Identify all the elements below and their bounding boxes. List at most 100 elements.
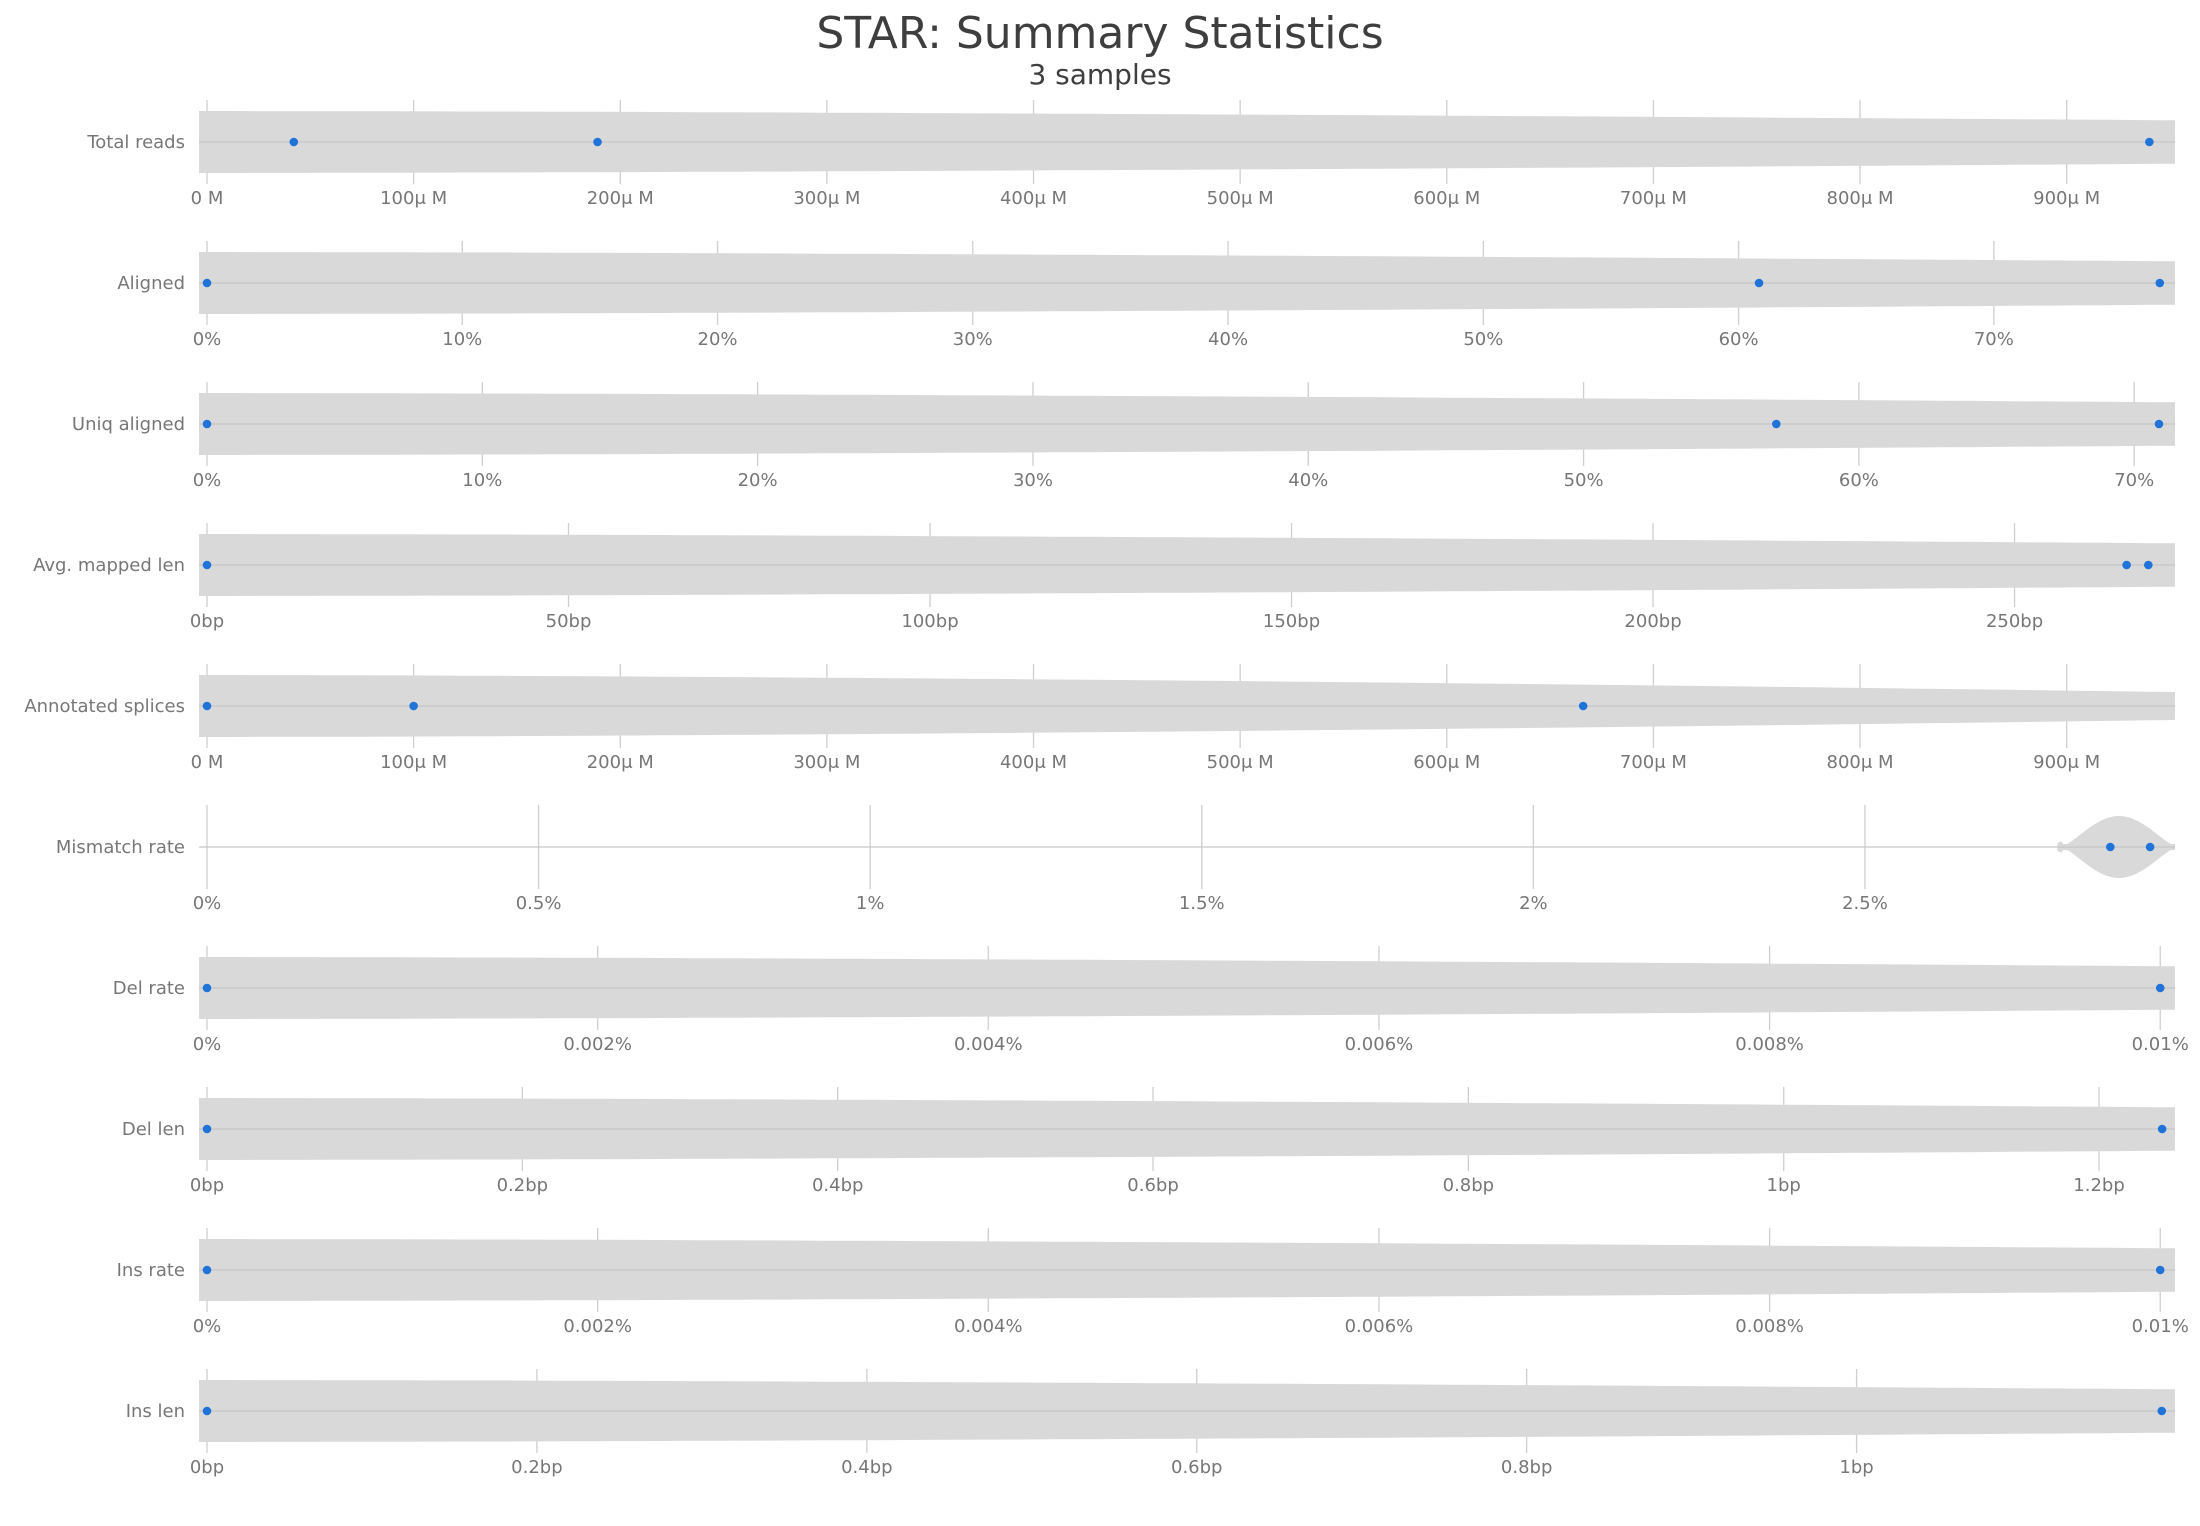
tick-label: 300μ M bbox=[793, 752, 860, 773]
row-label: Aligned bbox=[117, 273, 185, 294]
tick-label: 0 M bbox=[191, 752, 224, 773]
tick-label: 0% bbox=[193, 1316, 222, 1337]
tick-label: 0bp bbox=[190, 1457, 224, 1478]
tick-label: 0.008% bbox=[1735, 1316, 1804, 1337]
chart-subtitle: 3 samples bbox=[1028, 58, 1172, 91]
tick-label: 1bp bbox=[1839, 1457, 1873, 1478]
tick-label: 0% bbox=[193, 1034, 222, 1055]
tick-label: 700μ M bbox=[1620, 188, 1687, 209]
tick-label: 150bp bbox=[1263, 611, 1320, 632]
tick-label: 70% bbox=[2114, 470, 2154, 491]
tick-label: 900μ M bbox=[2033, 188, 2100, 209]
data-point bbox=[2144, 560, 2153, 570]
tick-label: 0.2bp bbox=[497, 1175, 548, 1196]
data-point bbox=[202, 1265, 212, 1275]
tick-label: 30% bbox=[1013, 470, 1053, 491]
tick-label: 0.01% bbox=[2132, 1034, 2189, 1055]
data-point bbox=[202, 278, 212, 288]
row-label: Uniq aligned bbox=[72, 414, 185, 435]
data-point bbox=[2154, 419, 2164, 429]
tick-label: 40% bbox=[1208, 329, 1248, 350]
tick-label: 2.5% bbox=[1842, 893, 1888, 914]
tick-label: 50bp bbox=[546, 611, 592, 632]
tick-label: 0.006% bbox=[1345, 1034, 1414, 1055]
tick-label: 100μ M bbox=[380, 188, 447, 209]
tick-label: 40% bbox=[1288, 470, 1328, 491]
tick-label: 0.004% bbox=[954, 1316, 1023, 1337]
tick-label: 0.6bp bbox=[1127, 1175, 1178, 1196]
data-point bbox=[2155, 1265, 2165, 1275]
data-point bbox=[2157, 1124, 2167, 1134]
tick-label: 0.002% bbox=[563, 1316, 632, 1337]
tick-label: 600μ M bbox=[1413, 188, 1480, 209]
data-point bbox=[202, 701, 212, 711]
tick-label: 10% bbox=[462, 470, 502, 491]
tick-label: 0bp bbox=[190, 1175, 224, 1196]
row-label: Total reads bbox=[86, 132, 185, 153]
tick-label: 0% bbox=[193, 329, 222, 350]
tick-label: 800μ M bbox=[1827, 188, 1894, 209]
tick-label: 0.6bp bbox=[1171, 1457, 1222, 1478]
tick-label: 300μ M bbox=[793, 188, 860, 209]
tick-label: 50% bbox=[1463, 329, 1503, 350]
tick-label: 900μ M bbox=[2033, 752, 2100, 773]
data-point bbox=[202, 1124, 212, 1134]
tick-label: 20% bbox=[698, 329, 738, 350]
tick-label: 0.01% bbox=[2132, 1316, 2189, 1337]
data-point bbox=[1578, 701, 1588, 711]
tick-label: 600μ M bbox=[1413, 752, 1480, 773]
tick-label: 200μ M bbox=[587, 188, 654, 209]
data-point bbox=[1771, 419, 1781, 429]
tick-label: 10% bbox=[442, 329, 482, 350]
tick-label: 30% bbox=[953, 329, 993, 350]
tick-label: 2% bbox=[1519, 893, 1548, 914]
data-point bbox=[2145, 137, 2154, 147]
tick-label: 0.002% bbox=[563, 1034, 632, 1055]
tick-label: 20% bbox=[738, 470, 778, 491]
data-point bbox=[2122, 560, 2131, 570]
tick-label: 0 M bbox=[191, 188, 224, 209]
tick-label: 100bp bbox=[901, 611, 958, 632]
data-point bbox=[202, 560, 212, 570]
tick-label: 70% bbox=[1974, 329, 2014, 350]
tick-label: 1.2bp bbox=[2073, 1175, 2124, 1196]
data-point bbox=[409, 701, 418, 711]
tick-label: 0.006% bbox=[1345, 1316, 1414, 1337]
data-point bbox=[1754, 278, 1764, 288]
tick-label: 700μ M bbox=[1620, 752, 1687, 773]
tick-label: 200bp bbox=[1624, 611, 1681, 632]
data-point bbox=[289, 137, 299, 147]
tick-label: 0.008% bbox=[1735, 1034, 1804, 1055]
tick-label: 400μ M bbox=[1000, 188, 1067, 209]
tick-label: 60% bbox=[1719, 329, 1759, 350]
data-point bbox=[202, 983, 212, 993]
data-point bbox=[202, 1406, 212, 1416]
row-label: Annotated splices bbox=[24, 696, 185, 717]
tick-label: 250bp bbox=[1986, 611, 2043, 632]
row-label: Del len bbox=[122, 1119, 185, 1140]
tick-label: 0bp bbox=[190, 611, 224, 632]
row-label: Del rate bbox=[113, 978, 185, 999]
tick-label: 800μ M bbox=[1827, 752, 1894, 773]
row-label: Mismatch rate bbox=[56, 837, 185, 858]
data-point bbox=[2106, 842, 2115, 852]
tick-label: 500μ M bbox=[1207, 752, 1274, 773]
tick-label: 500μ M bbox=[1207, 188, 1274, 209]
tick-label: 0.2bp bbox=[511, 1457, 562, 1478]
tick-label: 0.4bp bbox=[812, 1175, 863, 1196]
row-label: Ins rate bbox=[117, 1260, 185, 1281]
tick-label: 100μ M bbox=[380, 752, 447, 773]
data-point bbox=[2155, 278, 2165, 288]
tick-label: 0% bbox=[193, 470, 222, 491]
data-point bbox=[2157, 1406, 2167, 1416]
tick-label: 60% bbox=[1839, 470, 1879, 491]
data-point bbox=[2145, 842, 2155, 852]
chart-title: STAR: Summary Statistics bbox=[816, 8, 1384, 59]
tick-label: 0.8bp bbox=[1501, 1457, 1552, 1478]
tick-label: 1bp bbox=[1767, 1175, 1801, 1196]
tick-label: 0% bbox=[193, 893, 222, 914]
tick-label: 1% bbox=[856, 893, 885, 914]
row-label: Ins len bbox=[126, 1401, 185, 1422]
tick-label: 200μ M bbox=[587, 752, 654, 773]
